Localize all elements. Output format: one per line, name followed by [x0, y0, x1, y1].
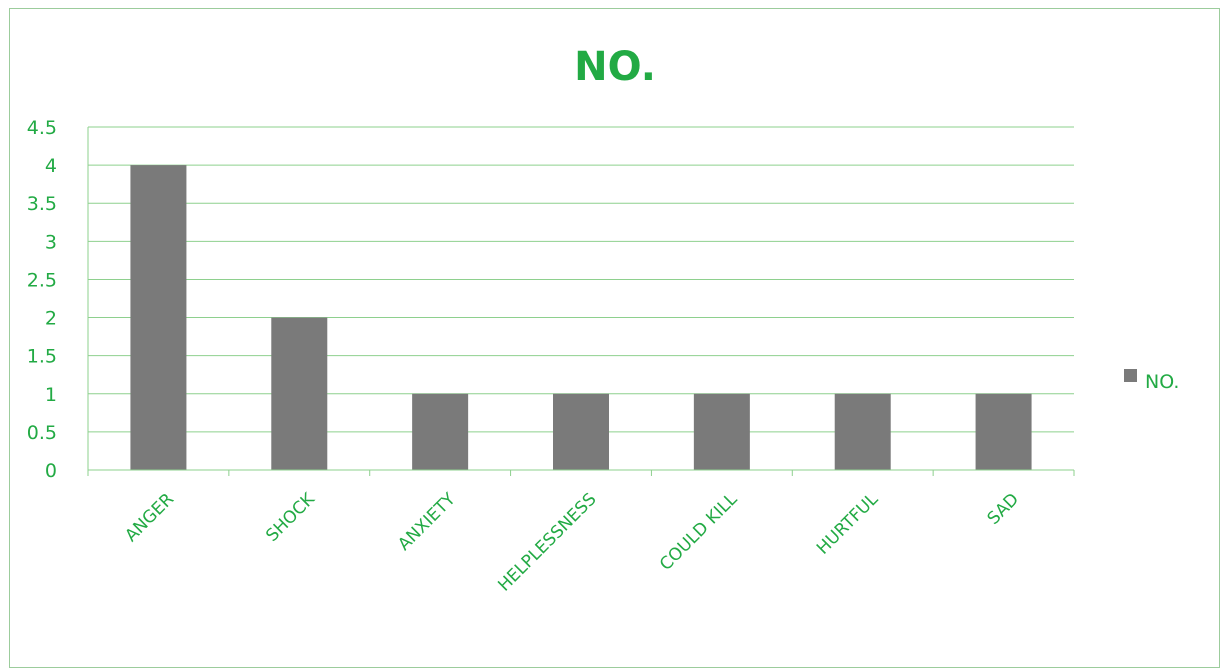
legend-swatch — [1124, 369, 1137, 382]
bar-chart: NO. 0 0.5 1 1.5 2 2.5 3 3.5 4 4.5 ANGER SHOCK ANXIE… — [27, 44, 1180, 596]
x-axis-labels: ANGER SHOCK ANXIETY HELPLESSNESS COULD KILL H… — [121, 489, 1023, 596]
y-tick-label: 0 — [45, 460, 57, 482]
bar-anger — [130, 165, 187, 470]
x-tick-label: HURTFUL — [813, 489, 883, 559]
y-tick-label: 2 — [45, 308, 57, 330]
chart-frame — [9, 8, 1220, 668]
y-tick-label: 4 — [45, 155, 57, 177]
bar-shock — [271, 317, 328, 470]
legend: NO. — [1124, 369, 1179, 393]
bar-sad — [975, 393, 1032, 470]
y-tick-label: 1.5 — [27, 346, 57, 368]
y-tick-label: 4.5 — [27, 117, 57, 139]
x-tick-label: HELPLESSNESS — [494, 489, 600, 595]
y-tick-label: 2.5 — [27, 269, 57, 291]
legend-label: NO. — [1145, 371, 1179, 393]
x-tick-label: COULD KILL — [656, 489, 742, 575]
bar-anxiety — [412, 393, 469, 470]
y-axis-ticks: 0 0.5 1 1.5 2 2.5 3 3.5 4 4.5 — [27, 117, 57, 482]
x-tick-label: ANXIETY — [394, 489, 460, 555]
x-tick-label: SAD — [984, 489, 1023, 528]
bar-hurtful — [834, 393, 891, 470]
x-axis — [87, 127, 1075, 476]
x-tick-label: SHOCK — [262, 489, 319, 546]
y-tick-label: 3.5 — [27, 193, 57, 215]
y-tick-label: 3 — [45, 231, 57, 253]
y-tick-label: 0.5 — [27, 422, 57, 444]
bar-helplessness — [553, 393, 609, 470]
x-tick-label: ANGER — [121, 489, 178, 546]
chart-title: NO. — [574, 44, 656, 90]
bars — [130, 165, 1032, 470]
y-tick-label: 1 — [45, 384, 57, 406]
bar-could-kill — [693, 393, 750, 470]
